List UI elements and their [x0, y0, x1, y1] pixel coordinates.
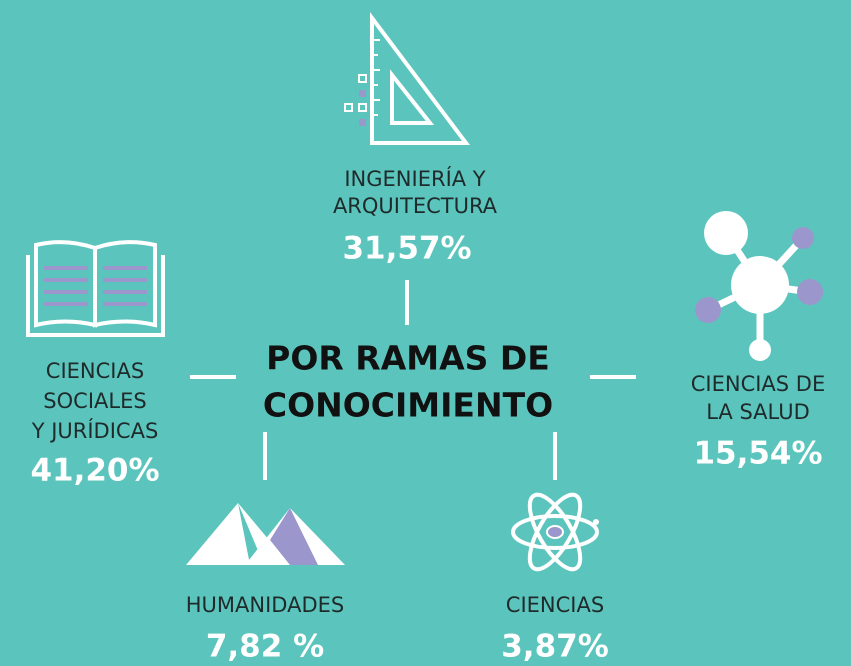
node-label: CIENCIAS: [46, 359, 144, 383]
node-label: SOCIALES: [43, 389, 146, 413]
atom-icon: [511, 492, 599, 572]
node-label: ARQUITECTURA: [333, 194, 498, 218]
title-line: POR RAMAS DE: [266, 339, 550, 378]
book-icon: [26, 240, 165, 337]
node-value: 41,20%: [30, 453, 159, 489]
title-line: CONOCIMIENTO: [263, 386, 553, 425]
ruler-icon: [344, 12, 471, 145]
node-value: 7,82 %: [206, 629, 324, 665]
node-label: CIENCIAS DE: [691, 372, 826, 396]
node-value: 3,87%: [501, 629, 609, 665]
molecule-icon: [695, 211, 823, 361]
node-label: CIENCIAS: [506, 593, 604, 617]
node-label: INGENIERÍA Y: [344, 166, 485, 191]
node-value: 31,57%: [342, 231, 471, 267]
connectors: [190, 280, 636, 480]
node-label: Y JURÍDICAS: [31, 418, 159, 443]
node-label: LA SALUD: [706, 400, 810, 424]
mountains-icon: [186, 503, 345, 565]
node-label: HUMANIDADES: [186, 593, 344, 617]
node-value: 15,54%: [693, 436, 822, 472]
